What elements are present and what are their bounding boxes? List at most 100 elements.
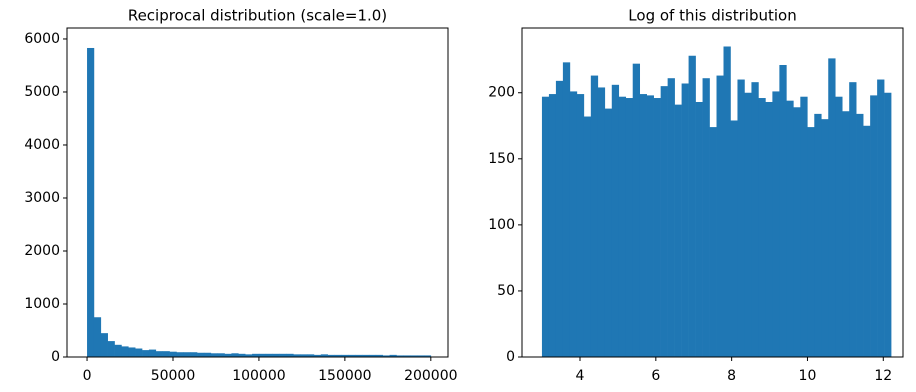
chart-title: Log of this distribution — [628, 7, 796, 25]
bar — [217, 353, 225, 357]
bar — [279, 353, 287, 357]
bar — [793, 107, 801, 358]
bar — [272, 353, 280, 357]
bar — [884, 92, 892, 357]
bar — [368, 354, 377, 357]
bar — [667, 78, 675, 357]
bar — [389, 354, 397, 357]
bar — [265, 353, 273, 357]
bar — [821, 119, 829, 358]
bar — [135, 348, 143, 357]
bar — [660, 86, 668, 358]
bar — [169, 351, 177, 357]
y-tick-label: 6000 — [24, 31, 60, 47]
bar — [737, 79, 745, 357]
bar — [842, 111, 850, 357]
bar — [716, 75, 724, 358]
bar — [327, 354, 335, 357]
bar — [604, 108, 613, 358]
x-tick-label: 0 — [83, 368, 92, 384]
bar — [155, 351, 163, 357]
y-tick-label: 200 — [488, 85, 515, 101]
bar — [142, 350, 150, 357]
bar — [417, 355, 425, 357]
bar — [162, 351, 170, 357]
bar — [87, 47, 95, 358]
x-tick-label: 8 — [727, 368, 736, 384]
bar — [300, 354, 308, 357]
bar — [611, 84, 620, 358]
bar — [632, 63, 641, 358]
y-tick-label: 100 — [488, 217, 515, 233]
axes-frame — [521, 27, 904, 358]
bar — [423, 355, 432, 357]
bar — [758, 98, 766, 358]
bar — [375, 354, 383, 357]
bar — [382, 355, 390, 357]
bar — [238, 353, 246, 357]
x-tick-label: 100000 — [232, 368, 285, 384]
bar — [148, 349, 157, 357]
bar — [639, 94, 647, 357]
bar — [590, 75, 599, 358]
bar — [625, 98, 634, 358]
bar — [541, 96, 550, 358]
bar — [245, 354, 253, 357]
bar — [548, 94, 557, 357]
x-tick-label: 4 — [576, 368, 585, 384]
bar — [410, 355, 418, 357]
bar — [128, 347, 136, 357]
bar — [197, 352, 205, 357]
bar — [800, 96, 808, 358]
bar — [856, 113, 864, 357]
bar — [203, 352, 212, 357]
bar — [210, 353, 218, 357]
bar — [828, 58, 836, 357]
x-tick-label: 10 — [799, 368, 817, 384]
bar — [576, 94, 585, 357]
bar — [355, 354, 363, 357]
bar — [341, 354, 349, 357]
bar — [688, 55, 696, 358]
bar — [863, 125, 871, 357]
x-tick-label: 150000 — [318, 368, 371, 384]
bar — [849, 82, 857, 357]
bar — [114, 344, 122, 357]
bar — [396, 355, 404, 357]
bar — [555, 80, 564, 357]
bar — [403, 355, 411, 357]
bar — [618, 96, 627, 358]
bar — [653, 98, 661, 358]
bar — [709, 127, 717, 358]
bar — [835, 96, 843, 358]
bar — [807, 127, 815, 358]
chart-title: Reciprocal distribution (scale=1.0) — [128, 7, 387, 25]
axes-frame — [66, 27, 449, 358]
bar — [348, 354, 356, 357]
bar — [751, 82, 759, 357]
bar — [870, 95, 878, 357]
bar — [176, 352, 184, 357]
bar — [786, 100, 794, 357]
bar — [362, 354, 370, 357]
x-tick-label: 50000 — [151, 368, 196, 384]
bar — [674, 104, 682, 357]
y-tick-label: 4000 — [24, 137, 60, 153]
bar — [190, 352, 198, 357]
bar — [224, 353, 232, 357]
y-tick-label: 50 — [497, 283, 515, 299]
bar — [231, 353, 239, 357]
bar — [121, 346, 129, 357]
bar — [107, 341, 115, 357]
y-tick-label: 5000 — [24, 84, 60, 100]
y-tick-label: 0 — [506, 349, 515, 365]
bar — [93, 317, 102, 357]
bar — [779, 64, 787, 358]
bar — [702, 78, 710, 357]
bar — [183, 352, 191, 357]
bar — [772, 91, 780, 357]
bar — [695, 101, 703, 357]
y-tick-label: 150 — [488, 151, 515, 167]
bar — [646, 95, 654, 357]
